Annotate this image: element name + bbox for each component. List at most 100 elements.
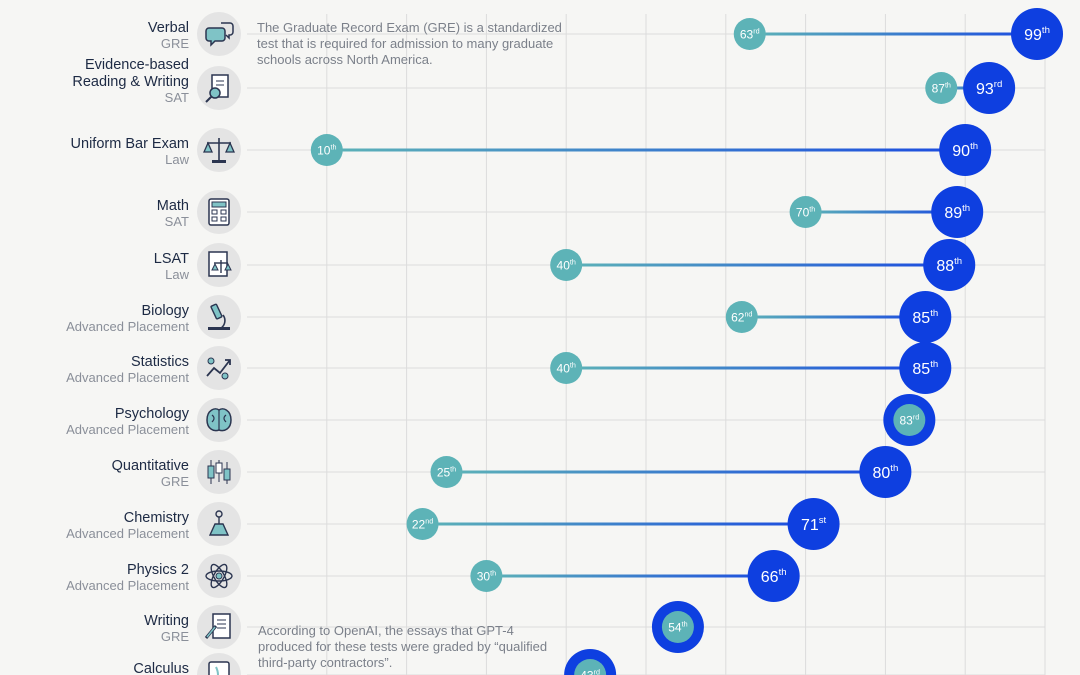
gpt4-label-statistics: 85th [912,359,938,378]
row-name-verbal: Verbal [148,20,189,36]
row-category-statistics: Advanced Placement [66,370,189,385]
row-name-psychology: Psychology [115,406,190,422]
gpt4-dot-evidence-based-reading-writing [963,62,1016,114]
gpt35-label-chemistry: 22nd [412,516,433,531]
flask-icon [197,502,241,546]
gpt35-label-quantitative: 25th [437,464,456,479]
connector-biology [741,315,926,319]
microscope-icon-glyph [208,303,230,330]
gpt4-label-lsat: 88th [936,256,962,275]
row-category-chemistry: Advanced Placement [66,526,189,541]
connector-statistics [566,366,926,370]
gpt4-dot-physics-2 [747,550,800,602]
law-document-icon-glyph [208,251,232,277]
writing-note: According to OpenAI, the essays that GPT… [258,623,548,670]
gpt35-label-lsat: 40th [557,257,576,272]
row-name-uniform-bar-exam: Uniform Bar Exam [71,136,189,152]
row-label-calculus: Calculus [133,661,189,675]
row-category-verbal: GRE [161,36,190,51]
flask-icon-glyph [208,510,230,536]
gpt35-label-physics-2: 30th [477,568,496,583]
gpt35-label-uniform-bar-exam: 10th [317,142,336,157]
gpt35-label-calculus: 43rd [580,667,600,675]
gpt35-dot-psychology [893,404,926,436]
connector-verbal [749,32,1038,36]
calculus-icon [197,653,241,675]
gpt35-dot-quantitative [430,456,463,488]
gpt35-label-biology: 62nd [731,309,752,324]
gpt4-label-evidence-based-reading-writing: 93rd [976,79,1002,98]
row-category-uniform-bar-exam: Law [165,152,189,167]
icons-layer [197,12,241,675]
icon-bg [197,346,241,390]
candlestick-icon-glyph [207,460,231,484]
scales-icon [197,128,241,172]
gpt35-dot-uniform-bar-exam [310,134,343,166]
pen-paper-icon-glyph [204,613,231,639]
row-category-psychology: Advanced Placement [66,422,189,437]
gpt4-dot-chemistry [787,498,840,550]
gpt35-label-psychology: 83rd [899,412,919,427]
microscope-icon [197,295,241,339]
connector-quantitative [446,470,886,474]
atom-icon-glyph [205,563,233,589]
row-name-quantitative: Quantitative [112,458,189,474]
document-magnifier-icon [197,66,241,110]
row-name-chemistry: Chemistry [124,510,190,526]
row-name-statistics: Statistics [131,354,189,370]
row-name-writing: Writing [144,613,189,629]
gpt4-label-math: 89th [944,203,970,222]
atom-icon [197,554,241,598]
speech-bubbles-icon [197,12,241,56]
gpt4-label-verbal: 99th [1024,25,1050,44]
gpt4-label-uniform-bar-exam: 90th [952,141,978,160]
trend-chart-icon-glyph [206,357,231,380]
gpt35-dot-physics-2 [470,560,503,592]
gpt4-dot-quantitative [859,446,912,498]
calculator-icon-glyph [208,198,230,226]
gpt35-dot-math [789,196,822,228]
gpt4-label-biology: 85th [912,308,938,327]
gpt35-label-statistics: 40th [557,360,576,375]
gpt4-dot-lsat [923,239,976,291]
row-name-evidence-based-reading-writing-0: Evidence-based [85,57,189,73]
gpt35-dot-calculus [574,659,607,675]
row-category-math: SAT [165,214,189,229]
row-name-calculus: Calculus [133,661,189,675]
gpt35-label-evidence-based-reading-writing: 87th [932,80,951,95]
gpt4-label-chemistry: 71st [801,515,827,534]
candlestick-icon [197,450,241,494]
connector-math [805,210,958,214]
gpt35-dot-writing [661,611,694,643]
calculus-icon-glyph [208,661,230,675]
gpt35-dot-verbal [733,18,766,50]
gpt4-label-physics-2: 66th [761,567,787,586]
gpt35-dot-evidence-based-reading-writing [925,72,958,104]
calculator-icon [197,190,241,234]
row-category-biology: Advanced Placement [66,319,189,334]
gpt35-dot-statistics [550,352,583,384]
connector-uniform-bar-exam [326,148,966,152]
law-document-icon [197,243,241,287]
row-category-physics-2: Advanced Placement [66,578,189,593]
gpt4-dot-verbal [1011,8,1064,60]
trend-chart-icon [197,346,241,390]
gpt35-dot-chemistry [406,508,439,540]
row-name-lsat: LSAT [154,251,189,267]
gpt35-dot-lsat [550,249,583,281]
row-name-math: Math [157,198,189,214]
row-category-quantitative: GRE [161,474,190,489]
row-category-lsat: Law [165,267,189,282]
brain-icon-glyph [206,408,232,432]
row-name-physics-2: Physics 2 [127,562,189,578]
